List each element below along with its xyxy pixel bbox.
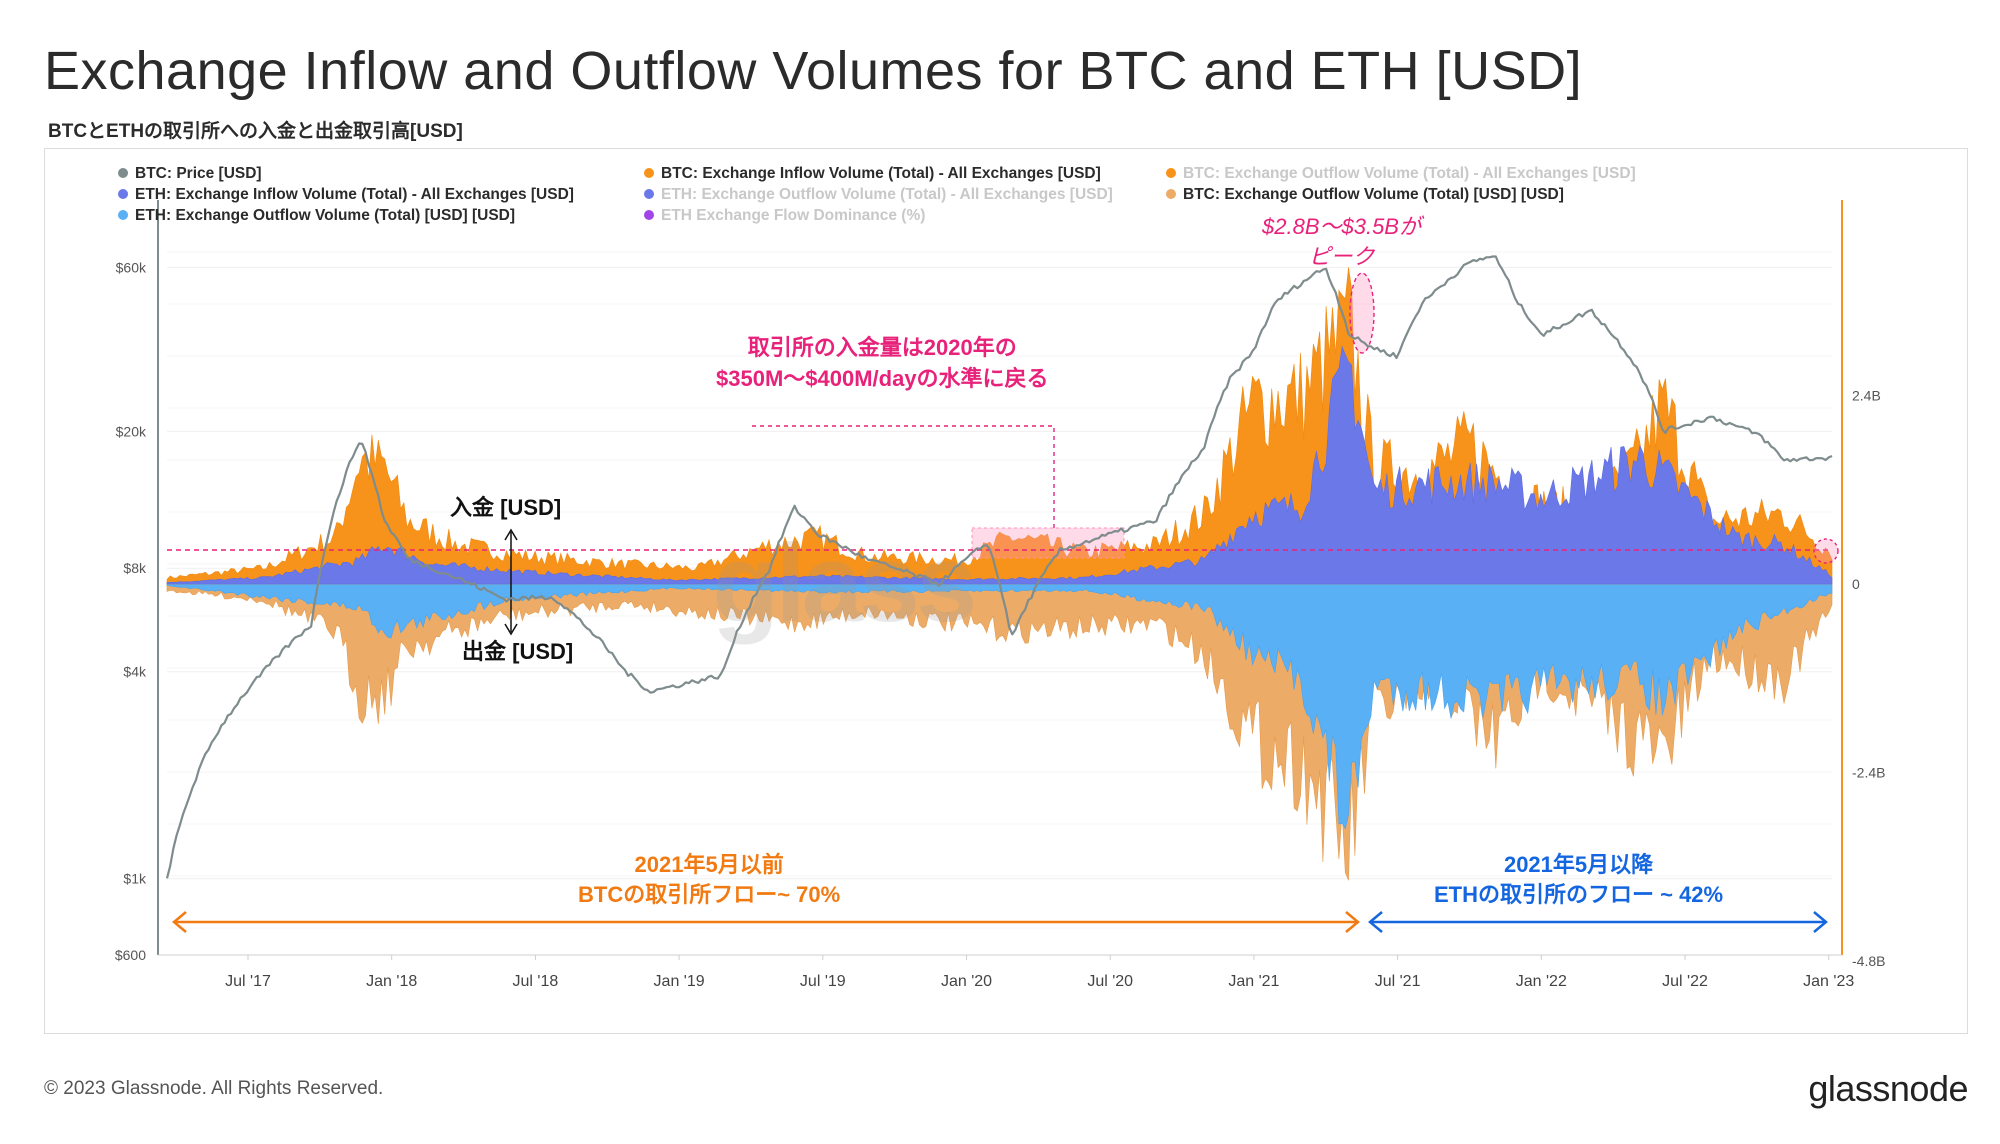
annotation-return-line1: 取引所の入金量は2020年の: [747, 335, 1017, 360]
btc-price-path: [165, 255, 1833, 879]
page-title: Exchange Inflow and Outflow Volumes for …: [44, 41, 1583, 101]
legend-item-btc-price[interactable]: BTC: Price [USD]: [118, 165, 262, 183]
legend-label: BTC: Exchange Outflow Volume (Total) - A…: [1183, 165, 1636, 182]
left-axis-tick-label: $60k: [116, 259, 147, 275]
legend-dot-icon: [118, 189, 128, 199]
legend-label: ETH: Exchange Outflow Volume (Total) - A…: [661, 186, 1113, 203]
leader-dashed-line: [752, 425, 1055, 528]
left-axis-tick-label: $1k: [123, 871, 147, 887]
chart-areas: [166, 267, 1833, 881]
annotation-peak-line2: ピーク: [1308, 244, 1375, 269]
glassnode-watermark: glass: [712, 522, 977, 645]
left-axis-tick-label: $20k: [116, 423, 147, 439]
right-axis-tick-label: -4.8B: [1852, 953, 1885, 969]
pink-range-box: [971, 527, 1125, 559]
legend-item-eth-outflow[interactable]: ETH: Exchange Outflow Volume (Total) [US…: [118, 207, 515, 225]
legend-item-btc-outflow[interactable]: BTC: Exchange Outflow Volume (Total) [US…: [1166, 186, 1564, 204]
legend-label: ETH: Exchange Inflow Volume (Total) - Al…: [135, 186, 574, 203]
arrow-right-icon: [1813, 911, 1828, 933]
legend-dot-icon: [644, 168, 654, 178]
legend-label: ETH Exchange Flow Dominance (%): [661, 207, 926, 224]
x-axis-tick-label: Jul '20: [1087, 973, 1133, 990]
legend-label: BTC: Price [USD]: [135, 165, 262, 182]
outflow-label: 出金 [USD]: [462, 639, 574, 664]
legend-item-btc-outflow-all[interactable]: BTC: Exchange Outflow Volume (Total) - A…: [1166, 165, 1636, 183]
annotation-shapes: [167, 272, 1839, 933]
annotation-before-may-2021: 2021年5月以前 BTCの取引所フロー~ 70%: [578, 850, 840, 910]
legend-dot-icon: [644, 189, 654, 199]
right-axis-tick-label: -2.4B: [1852, 764, 1885, 780]
right-axis-tick-label: 2.4B: [1852, 388, 1881, 404]
legend-item-eth-inflow[interactable]: ETH: Exchange Inflow Volume (Total) - Al…: [118, 186, 574, 204]
annotation-return-line2: $350M〜$400M/dayの水準に戻る: [716, 366, 1049, 391]
chart-axes: $600 $1k $4k $8k $20k $60k 2.4B 0 -2.4B -4.8B Jul …: [115, 200, 1885, 990]
x-axis-tick-label: Jan '19: [654, 973, 705, 990]
legend-dot-icon: [118, 210, 128, 220]
inflow-label: 入金 [USD]: [450, 495, 562, 520]
eth-inflow-area: [166, 345, 1833, 585]
copyright-footer: © 2023 Glassnode. All Rights Reserved.: [44, 1078, 384, 1099]
chart-panel: [44, 148, 1968, 1034]
x-axis-tick-label: Jan '18: [366, 973, 417, 990]
annotation-peak: $2.8B〜$3.5Bが ピーク: [1262, 212, 1421, 272]
glassnode-logo: glassnode: [1808, 1068, 1968, 1109]
chart-legend: BTC: Price [USD] BTC: Exchange Inflow Vo…: [118, 165, 1718, 231]
legend-item-eth-dominance[interactable]: ETH Exchange Flow Dominance (%): [644, 207, 925, 225]
left-axis-tick-label: $600: [115, 947, 146, 963]
left-axis-tick-label: $4k: [123, 664, 147, 680]
annotation-after-line1: 2021年5月以降: [1503, 852, 1654, 877]
x-axis-tick-label: Jul '21: [1375, 973, 1421, 990]
legend-dot-icon: [1166, 189, 1176, 199]
arrow-left-icon: [172, 911, 187, 933]
x-axis-tick-label: Jul '17: [225, 973, 271, 990]
x-axis-tick-label: Jan '23: [1803, 973, 1854, 990]
annotation-return-level: 取引所の入金量は2020年の $350M〜$400M/dayの水準に戻る: [716, 332, 1049, 394]
x-axis-tick-label: Jan '20: [941, 973, 992, 990]
btc-price-line: [165, 255, 1833, 879]
annotation-after-may-2021: 2021年5月以降 ETHの取引所のフロー ~ 42%: [1434, 850, 1723, 910]
legend-item-eth-outflow-all[interactable]: ETH: Exchange Outflow Volume (Total) - A…: [644, 186, 1113, 204]
peak-highlight-ellipse: [1349, 272, 1375, 354]
annotation-peak-line1: $2.8B〜$3.5Bが: [1262, 214, 1421, 239]
annotation-after-line2: ETHの取引所のフロー ~ 42%: [1434, 882, 1724, 907]
legend-label: BTC: Exchange Outflow Volume (Total) [US…: [1183, 186, 1564, 203]
legend-label: ETH: Exchange Outflow Volume (Total) [US…: [135, 207, 516, 224]
legend-label: BTC: Exchange Inflow Volume (Total) - Al…: [661, 165, 1101, 182]
annotation-before-line2: BTCの取引所フロー~ 70%: [578, 882, 841, 907]
x-axis-tick-label: Jan '22: [1516, 973, 1567, 990]
x-axis-tick-label: Jul '22: [1662, 973, 1708, 990]
chart-gridlines: [167, 251, 1832, 956]
arrow-down-icon: [504, 623, 518, 636]
left-axis-tick-label: $8k: [123, 560, 147, 576]
legend-dot-icon: [1166, 168, 1176, 178]
arrow-right-icon: [1345, 911, 1360, 933]
legend-item-btc-inflow[interactable]: BTC: Exchange Inflow Volume (Total) - Al…: [644, 165, 1101, 183]
end-highlight-circle: [1813, 538, 1839, 564]
legend-dot-icon: [118, 168, 128, 178]
legend-dot-icon: [644, 210, 654, 220]
x-axis-tick-label: Jul '18: [513, 973, 559, 990]
annotation-before-line1: 2021年5月以前: [634, 852, 784, 877]
x-axis-tick-label: Jan '21: [1228, 973, 1279, 990]
right-axis-tick-label: 0: [1852, 576, 1860, 592]
page-subtitle: BTCとETHの取引所への入金と出金取引高[USD]: [48, 121, 463, 142]
x-axis-tick-label: Jul '19: [800, 973, 846, 990]
arrow-up-icon: [504, 528, 518, 541]
arrow-left-icon: [1368, 911, 1383, 933]
